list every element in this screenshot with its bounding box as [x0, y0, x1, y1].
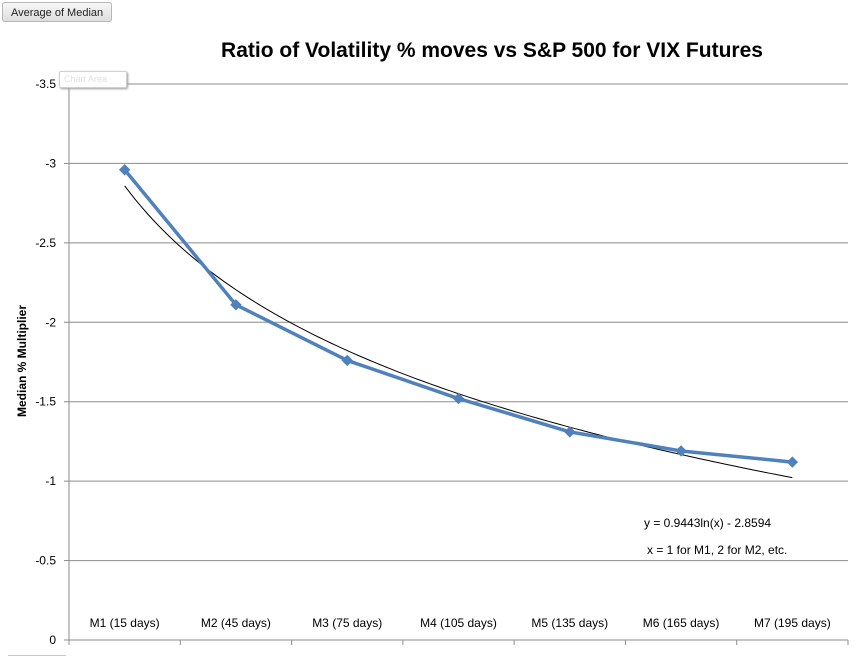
trendline-equation: y = 0.9443ln(x) - 2.8594 [644, 516, 771, 530]
gridlines [69, 83, 848, 641]
data-point-marker [786, 456, 799, 468]
bottom-divider [8, 655, 66, 658]
y-axis: -3.5 -3 -2.5 -2 -1.5 -1 -0.5 0 [35, 77, 70, 647]
x-tick-label: M7 (195 days) [754, 616, 831, 630]
series-line [123, 168, 793, 464]
y-tick-label: -1 [45, 474, 56, 488]
data-point-marker [675, 445, 687, 457]
data-point-marker [118, 164, 131, 176]
y-tick-label: -3.5 [35, 77, 56, 91]
x-axis: M1 (15 days) M2 (45 days) M3 (75 days) M4 (… [68, 616, 849, 645]
y-tick-label: -0.5 [35, 554, 56, 568]
data-point-marker [452, 392, 465, 405]
y-tick-label: -2 [45, 315, 56, 329]
average-of-median-field-button[interactable]: Average of Median [2, 2, 113, 22]
data-point-marker [230, 299, 242, 311]
x-tick-label: M3 (75 days) [312, 616, 382, 630]
data-point-marker [341, 354, 353, 367]
y-tick-label: 0 [49, 633, 56, 647]
log-trendline [124, 185, 793, 479]
trendline-note: x = 1 for M1, 2 for M2, etc. [647, 543, 787, 557]
series-polyline [123, 168, 793, 464]
x-tick-label: M1 (15 days) [90, 616, 160, 630]
y-tick-label: -3 [45, 156, 56, 170]
trendline [124, 185, 793, 479]
y-axis-label: Median % Multiplier [15, 305, 29, 417]
x-tick-label: M5 (135 days) [531, 616, 608, 630]
x-tick-label: M2 (45 days) [201, 616, 271, 630]
x-tick-label: M4 (105 days) [420, 616, 497, 630]
series-markers [118, 164, 799, 468]
data-point-marker [564, 426, 576, 438]
y-tick-label: -2.5 [35, 236, 56, 250]
chart-title: Ratio of Volatility % moves vs S&P 500 f… [221, 39, 763, 62]
chart-area-tooltip: Chart Area [59, 71, 127, 88]
y-tick-label: -1.5 [35, 395, 56, 409]
x-tick-label: M6 (165 days) [643, 616, 720, 630]
